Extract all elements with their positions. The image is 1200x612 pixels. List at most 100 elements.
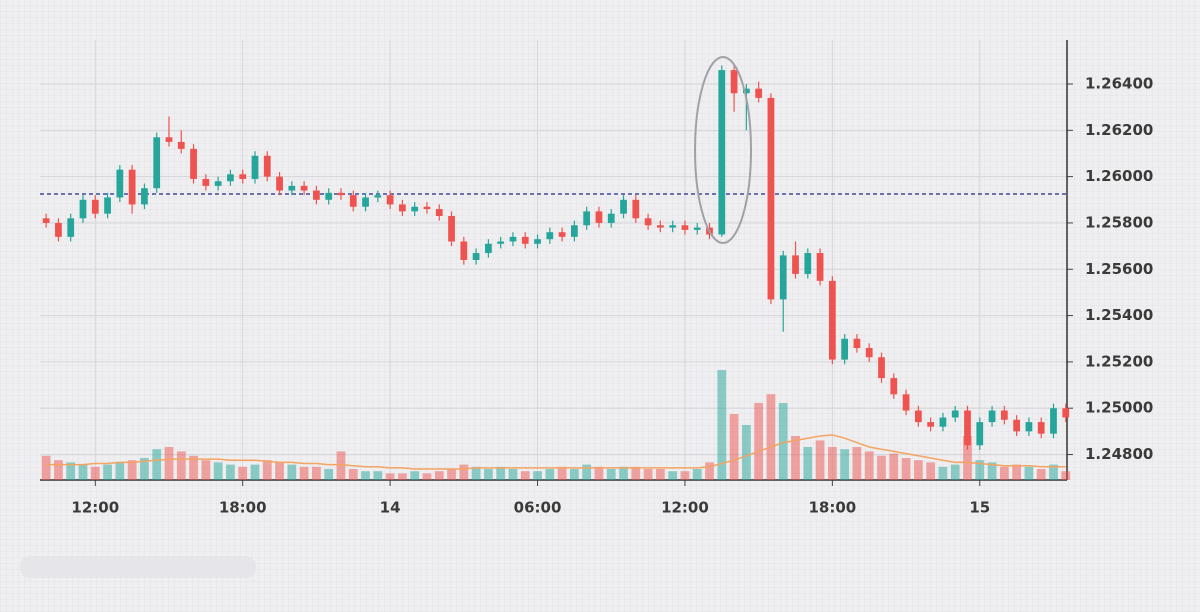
volume-bar (901, 458, 911, 480)
volume-bar (1036, 469, 1046, 480)
candle-body (190, 148, 197, 179)
volume-bar (680, 471, 690, 480)
candle-body (828, 280, 836, 360)
candle-body (411, 206, 419, 212)
x-tick-label: 18:00 (808, 499, 856, 517)
volume-bar (299, 466, 309, 480)
volume-bar (336, 451, 346, 480)
candle-body (521, 236, 529, 244)
candle-body (546, 232, 554, 240)
volume-bar (741, 425, 751, 480)
candle-body (227, 174, 234, 182)
y-tick-label: 1.25200 (1085, 352, 1153, 370)
volume-bar (459, 464, 469, 480)
x-tick-label: 15 (969, 499, 990, 517)
candle-body (767, 97, 775, 300)
candle-body (386, 195, 394, 205)
volume-bar (164, 447, 174, 480)
candle-body (1062, 408, 1070, 418)
volume-bar (398, 473, 407, 480)
volume-bar (668, 471, 678, 480)
candle-body (374, 195, 382, 198)
y-tick-label: 1.26200 (1085, 121, 1153, 139)
volume-bar (827, 447, 837, 480)
candle-body (632, 199, 640, 219)
volume-bar (373, 471, 383, 480)
volume-bar (840, 449, 850, 480)
candle-body (288, 185, 296, 191)
volume-bar (189, 455, 198, 480)
volume-bar (606, 469, 616, 480)
candle-body (534, 239, 541, 244)
candle-body (177, 141, 185, 149)
y-tick-label: 1.26000 (1085, 167, 1153, 185)
candle-body (558, 232, 566, 237)
candle-body (263, 155, 271, 177)
candle-body (1037, 422, 1045, 434)
candle-body (681, 225, 689, 230)
candle-body (251, 155, 259, 179)
candle-body (742, 88, 750, 94)
volume-bar (791, 436, 800, 480)
candle-body (337, 192, 345, 196)
volume-bar (938, 466, 948, 480)
y-tick-label: 1.25000 (1085, 399, 1153, 417)
candle-body (804, 253, 812, 274)
candle-body (878, 357, 885, 379)
volume-bar (582, 464, 592, 480)
candle-body (485, 243, 492, 254)
volume-bar (766, 394, 776, 480)
volume-bar (361, 471, 370, 480)
candle-body (939, 417, 947, 427)
volume-bar (594, 466, 604, 480)
candle-body (42, 218, 50, 223)
candle-body (1000, 410, 1008, 420)
volume-bar (877, 455, 886, 480)
candle-body (571, 225, 578, 237)
candle-body (964, 410, 971, 446)
y-tick-label: 1.25600 (1085, 260, 1153, 278)
volume-bar (987, 462, 997, 480)
volume-bar (447, 469, 456, 480)
volume-bar (852, 447, 862, 480)
volume-bar (963, 436, 972, 480)
candle-body (472, 253, 480, 260)
volume-bar (176, 451, 186, 480)
volume-bar (422, 473, 432, 480)
volume-bar (324, 469, 334, 480)
candle-body (595, 211, 603, 223)
candle-body (55, 222, 62, 237)
volume-bar (1012, 464, 1022, 480)
volume-bar (803, 447, 813, 480)
candle-body (583, 211, 591, 226)
blur-bar (20, 556, 256, 578)
candle-body (509, 236, 517, 242)
x-tick-label: 12:00 (661, 499, 709, 517)
candle-body (362, 197, 369, 207)
candle-body (620, 199, 627, 214)
candle-body (607, 213, 615, 223)
candle-body (656, 225, 664, 228)
candle-body (669, 225, 677, 228)
candle-body (497, 241, 505, 244)
candle-body (202, 178, 210, 186)
volume-ma-line (46, 434, 1066, 470)
volume-bar (115, 462, 125, 480)
volume-bar (557, 466, 567, 480)
volume-bar (287, 464, 297, 480)
candle-body (116, 169, 124, 198)
candle-body (644, 218, 652, 226)
candle-body (128, 169, 136, 205)
volume-bar (152, 449, 162, 480)
candle-body (399, 204, 406, 212)
candle-body (1025, 422, 1033, 432)
volume-bar (140, 458, 149, 480)
volume-bar (926, 462, 936, 480)
candle-body (718, 70, 726, 235)
volume-bar (655, 469, 665, 480)
volume-bar (201, 460, 211, 480)
x-tick-label: 14 (380, 499, 401, 517)
candle-body (816, 253, 824, 281)
candle-body (976, 422, 984, 446)
candle-body (153, 137, 161, 189)
